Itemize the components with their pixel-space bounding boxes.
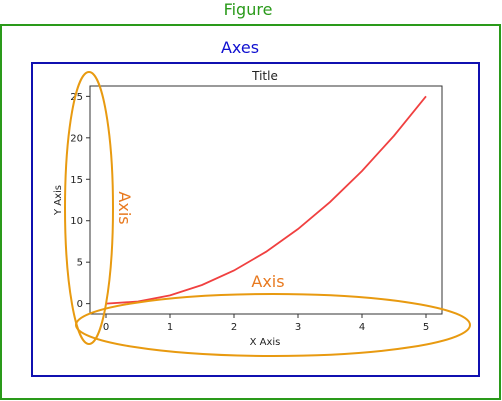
x-tick-label: 5 [423,322,429,333]
axes-label: Axes [221,38,259,57]
plot-frame [89,85,443,315]
figure-box [0,24,501,400]
x-tick-label: 3 [295,322,301,333]
chart-title: Title [251,69,278,83]
x-axis-label: X Axis [250,337,281,348]
y-tick-label: 10 [70,216,83,227]
y-tick-label: 5 [77,258,83,269]
axis-ellipse-vertical [64,71,114,345]
y-axis-label: Y Axis [53,185,64,216]
axis-label-horizontal: Axis [251,272,284,291]
x-tick-label: 2 [231,322,237,333]
tick-group: 0 1 2 3 4 5 0 5 10 15 20 25 [70,92,429,333]
y-tick-label: 0 [77,299,83,310]
x-tick-label: 0 [103,322,109,333]
y-tick-label: 15 [70,175,83,186]
axes-box [31,62,480,377]
y-tick-label: 20 [70,133,83,144]
y-tick-label: 25 [70,92,83,103]
x-tick-label: 4 [359,322,365,333]
plot-area: Title X Axis Y Axis 0 1 2 3 4 5 0 5 10 15 20 25 [53,69,443,348]
axis-ellipse-horizontal [75,293,471,357]
figure-label: Figure [224,0,273,19]
series-line [105,95,427,305]
axis-label-vertical: Axis [115,191,134,224]
x-tick-label: 1 [167,322,173,333]
